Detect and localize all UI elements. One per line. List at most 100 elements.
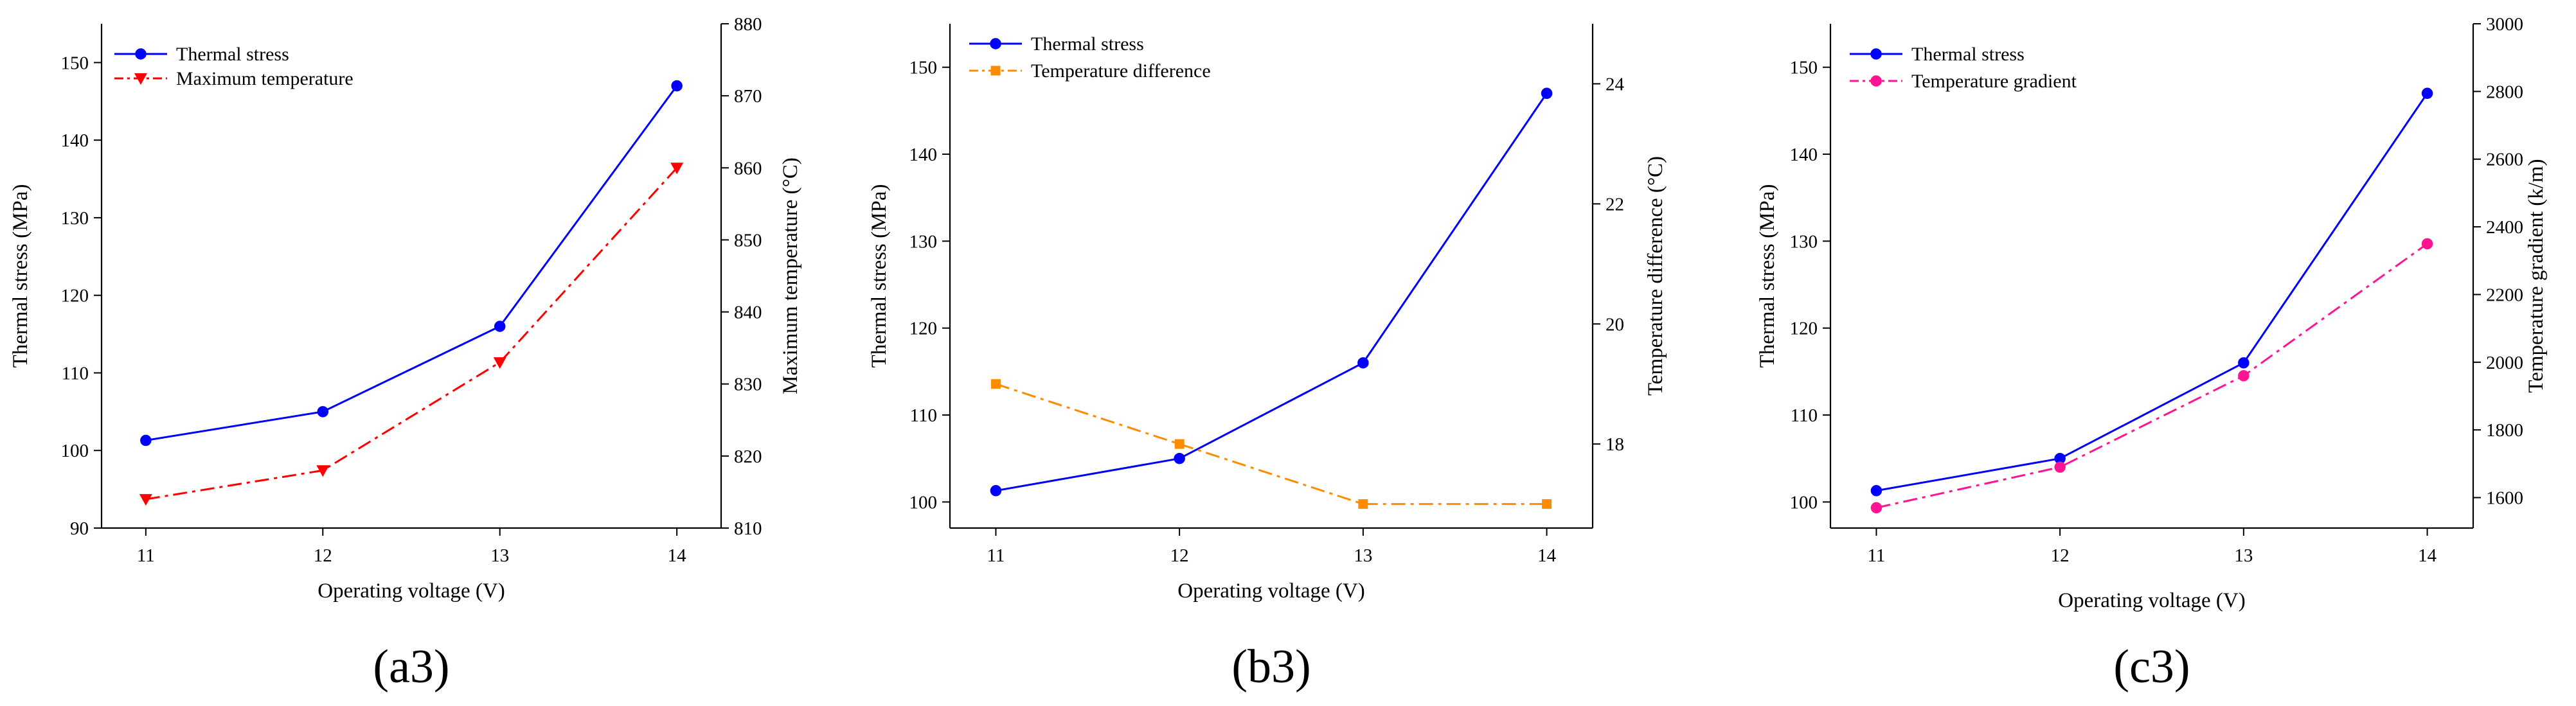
legend-marker (1870, 48, 1882, 60)
y2-tick-label: 24 (1606, 74, 1625, 94)
data-point (1870, 485, 1883, 497)
y2-tick-label: 2400 (2486, 217, 2523, 238)
y-tick-label: 140 (1790, 145, 1818, 165)
x-tick-label: 14 (668, 545, 687, 566)
y2-axis-title: Temperature difference (°C) (1644, 156, 1667, 396)
legend-label: Thermal stress (1031, 33, 1144, 55)
y-tick-label: 100 (909, 492, 938, 513)
y-tick-label: 100 (1790, 492, 1818, 513)
y2-tick-label: 1800 (2486, 420, 2523, 441)
panel-label: (a3) (373, 640, 449, 693)
data-point (990, 379, 1001, 389)
x-tick-label: 12 (1170, 545, 1189, 566)
chart-panel-1: 11 12 13 14 90 100 110 120 130 140 150 810 820 830 840… (9, 14, 802, 693)
data-point (2054, 461, 2066, 473)
chart-panel-3: 11 12 13 14 100 110 120 130 140 150 1600 1800 2000 22… (1756, 14, 2548, 693)
data-point (1542, 499, 1552, 509)
data-point (1358, 499, 1368, 509)
data-point (493, 357, 506, 369)
x-tick-label: 13 (1354, 545, 1372, 566)
y2-tick-label: 22 (1606, 194, 1624, 215)
y2-tick-label: 820 (734, 446, 762, 467)
data-point (990, 485, 1002, 497)
y2-tick-label: 2000 (2486, 353, 2523, 373)
legend-label: Temperature difference (1031, 60, 1211, 82)
y-tick-label: 150 (909, 58, 938, 78)
legend-label: Thermal stress (1911, 44, 2025, 65)
y-tick-label: 110 (1791, 405, 1818, 426)
y-tick-label: 110 (62, 363, 89, 384)
x-tick-label: 13 (2234, 545, 2253, 566)
series-line (1876, 93, 2428, 492)
data-point (1174, 452, 1185, 464)
legend-entry: Temperature difference (969, 60, 1211, 82)
y2-tick-label: 840 (734, 303, 762, 323)
legend-label: Thermal stress (176, 44, 289, 65)
chart-panel-2: 11 12 13 14 100 110 120 130 140 150 18 20 22 24 Operat… (868, 24, 1667, 693)
series-1 (990, 87, 1553, 497)
y2-tick-label: 860 (734, 158, 762, 179)
data-point (316, 465, 330, 477)
series-1 (140, 80, 683, 446)
series-2 (1870, 238, 2433, 514)
y-tick-label: 140 (61, 130, 89, 151)
y2-tick-label: 830 (734, 375, 762, 395)
legend-entry: Thermal stress (1850, 44, 2025, 65)
x-axis-title: Operating voltage (V) (2058, 589, 2245, 612)
data-point (2421, 238, 2433, 250)
y-tick-label: 120 (1790, 319, 1818, 339)
legend-entry: Maximum temperature (114, 68, 353, 89)
x-axis-title: Operating voltage (V) (318, 579, 505, 603)
data-point (139, 494, 152, 506)
x-tick-label: 13 (490, 545, 509, 566)
data-point (140, 434, 152, 446)
series-line (995, 383, 1547, 506)
data-point (671, 80, 683, 92)
data-point (1541, 87, 1553, 100)
y-tick-label: 130 (909, 231, 938, 252)
data-point (1870, 502, 1883, 514)
y-tick-label: 100 (61, 441, 89, 461)
legend-label: Maximum temperature (176, 68, 353, 89)
x-axis-title: Operating voltage (V) (1177, 579, 1364, 603)
y-tick-label: 130 (61, 208, 89, 229)
series-line (145, 85, 678, 442)
legend-marker (134, 73, 147, 85)
y-tick-label: 120 (909, 319, 938, 339)
y-axis-title: Thermal stress (MPa) (9, 184, 32, 368)
legend-label: Temperature gradient (1911, 71, 2077, 92)
y2-tick-label: 2200 (2486, 285, 2523, 305)
y2-axis-title: Temperature gradient (k/m) (2525, 159, 2548, 393)
series-2 (139, 163, 684, 506)
data-point (1357, 357, 1369, 369)
y-tick-label: 150 (61, 53, 89, 73)
legend-marker (1870, 75, 1882, 87)
y-tick-label: 150 (1790, 58, 1818, 78)
x-tick-label: 11 (987, 545, 1005, 566)
y-axis-title: Thermal stress (MPa) (1756, 184, 1779, 368)
y2-tick-label: 2800 (2486, 82, 2523, 102)
x-tick-label: 12 (2051, 545, 2070, 566)
series-2 (990, 379, 1552, 509)
y2-tick-label: 870 (734, 86, 762, 107)
y2-tick-label: 810 (734, 518, 762, 539)
data-point (1174, 439, 1185, 449)
legend-marker (135, 48, 147, 60)
y-tick-label: 110 (910, 405, 937, 426)
panel-label: (c3) (2113, 640, 2190, 693)
y2-tick-label: 880 (734, 14, 762, 35)
legend-marker (990, 38, 1001, 49)
series-line (145, 167, 678, 500)
x-tick-label: 12 (314, 545, 332, 566)
series-line (1876, 243, 2428, 509)
data-point (2238, 370, 2250, 382)
y2-tick-label: 1600 (2486, 488, 2523, 509)
x-tick-label: 11 (137, 545, 155, 566)
y-tick-label: 130 (1790, 231, 1818, 252)
legend-entry: Thermal stress (969, 33, 1144, 55)
series-line (996, 93, 1548, 492)
legend-marker (990, 66, 1001, 76)
y-tick-label: 120 (61, 286, 89, 306)
legend-entry: Temperature gradient (1850, 71, 2077, 92)
